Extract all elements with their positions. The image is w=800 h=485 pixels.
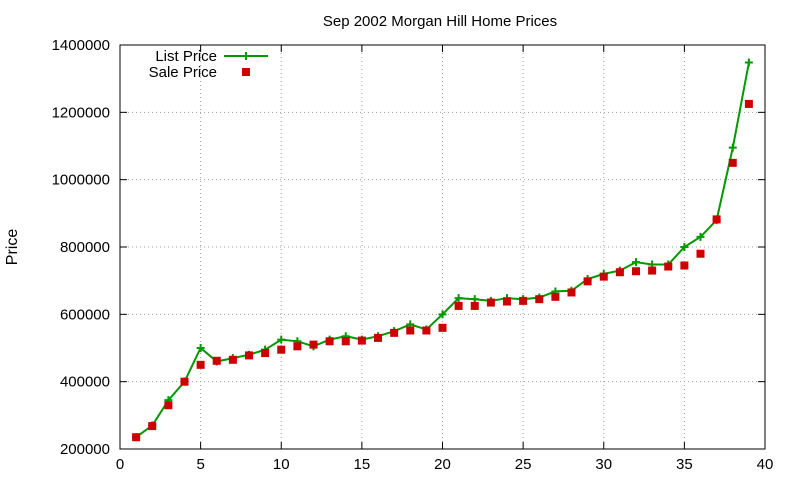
x-tick-label: 40 xyxy=(757,456,774,473)
list-price-point xyxy=(470,295,479,304)
sale-price-point xyxy=(293,342,302,351)
x-tick-label: 30 xyxy=(595,456,612,473)
x-tick-label: 10 xyxy=(273,456,290,473)
sale-price-point xyxy=(406,326,415,335)
list-price-point xyxy=(454,294,463,303)
legend-marker-list-price xyxy=(242,52,250,60)
x-tick-label: 20 xyxy=(434,456,451,473)
sale-price-point xyxy=(228,355,237,364)
y-tick-label: 600000 xyxy=(60,306,110,323)
y-tick-label: 800000 xyxy=(60,239,110,256)
y-axis-label: Price xyxy=(4,229,21,266)
y-tick-label: 400000 xyxy=(60,374,110,391)
sale-price-point xyxy=(680,261,689,270)
list-price-point xyxy=(680,243,689,251)
list-price-point xyxy=(277,335,286,344)
sale-price-point xyxy=(535,295,544,304)
sale-price-point xyxy=(728,158,737,167)
sale-price-point xyxy=(196,360,205,369)
y-tick-label: 1000000 xyxy=(52,172,110,189)
sale-price-point xyxy=(583,277,592,286)
sale-price-point xyxy=(261,349,270,358)
list-price-point xyxy=(632,258,640,267)
legend-swatches xyxy=(224,52,268,76)
sale-price-point xyxy=(599,272,608,281)
sale-price-point xyxy=(245,351,253,360)
sale-price-point xyxy=(470,301,479,310)
x-tick-label: 25 xyxy=(515,456,532,473)
legend-marker-sale-price xyxy=(242,68,250,76)
legend: List Price Sale Price xyxy=(149,48,268,81)
sale-price-point xyxy=(374,333,382,342)
sale-price-point xyxy=(357,336,366,345)
sale-price-point xyxy=(390,328,399,337)
y-tick-label: 1200000 xyxy=(52,104,110,121)
sale-price-point xyxy=(164,401,173,410)
list-price-point xyxy=(728,143,737,152)
sale-price-point xyxy=(180,377,189,386)
axes: 0 5 10 15 20 25 30 35 40 200000 400000 600000 800000… xyxy=(52,37,774,473)
sale-price-point xyxy=(132,433,141,442)
series xyxy=(132,58,753,442)
sale-price-point xyxy=(148,422,157,431)
chart-title: Sep 2002 Morgan Hill Home Prices xyxy=(323,13,557,30)
legend-label-list-price: List Price xyxy=(155,48,217,65)
legend-label-sale-price: Sale Price xyxy=(149,64,217,81)
x-tick-label: 15 xyxy=(354,456,371,473)
y-tick-label: 1400000 xyxy=(52,37,110,54)
sale-price-point xyxy=(696,249,705,258)
sale-price-point xyxy=(212,356,221,365)
sale-price-point xyxy=(454,301,463,310)
grid xyxy=(120,45,765,449)
y-tick-label: 200000 xyxy=(60,441,110,458)
sale-price-point xyxy=(615,268,624,277)
sale-price-point xyxy=(438,323,447,332)
sale-price-point xyxy=(744,99,753,108)
sale-price-point xyxy=(309,340,318,349)
list-price-point xyxy=(438,310,447,319)
sale-price-point xyxy=(486,298,495,307)
list-price-point xyxy=(696,232,705,241)
sale-price-point xyxy=(567,288,576,297)
sale-price-point xyxy=(341,337,350,346)
x-tick-label: 5 xyxy=(196,456,204,473)
sale-price-point xyxy=(422,326,431,335)
sale-price-point xyxy=(519,296,528,305)
x-tick-label: 0 xyxy=(116,456,124,473)
sale-price-point xyxy=(325,337,334,346)
list-price-point xyxy=(196,344,205,352)
sale-price-point xyxy=(277,345,286,354)
sale-price-point xyxy=(503,297,511,306)
list-price-point xyxy=(744,58,753,67)
sale-price-point xyxy=(648,266,657,275)
sale-price-point xyxy=(664,262,673,271)
x-tick-label: 35 xyxy=(676,456,693,473)
sale-price-point xyxy=(632,267,640,276)
sale-price-point xyxy=(551,292,560,301)
sale-price-point xyxy=(712,215,721,224)
